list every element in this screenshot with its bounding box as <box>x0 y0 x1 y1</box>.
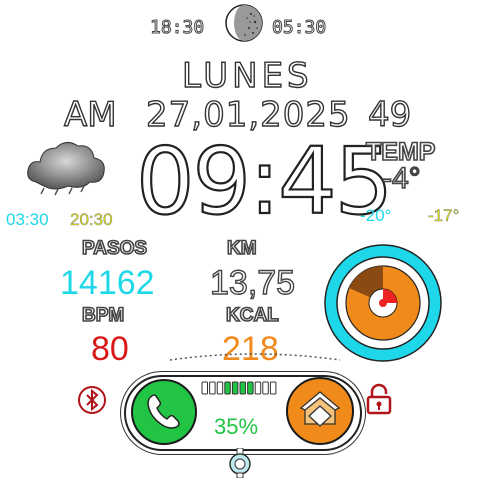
battery-segment <box>224 381 231 395</box>
sunset-time: 05:30 <box>271 17 327 39</box>
km-value: 13,75 <box>209 264 296 302</box>
app-launcher-button[interactable] <box>285 376 355 450</box>
battery-segment <box>254 381 262 395</box>
battery-percent: 35% <box>214 414 259 439</box>
bpm-value: 80 <box>91 330 129 368</box>
steps-value: 14162 <box>60 264 155 302</box>
divider-dots <box>169 352 341 372</box>
crown-icon[interactable] <box>228 447 252 482</box>
battery-segment <box>216 381 224 395</box>
lock-icon[interactable] <box>365 383 393 419</box>
battery-segment <box>262 381 269 395</box>
temp-high: -17° <box>428 206 460 226</box>
battery-segment <box>239 381 246 395</box>
phone-icon <box>147 394 180 429</box>
battery-bar <box>200 380 280 400</box>
battery-segment <box>209 381 216 395</box>
time-b: 20:30 <box>70 210 113 230</box>
temp-label: TEMP <box>365 137 436 167</box>
steps-label: PASOS <box>81 237 148 260</box>
moon-phase-icon <box>223 2 265 48</box>
phone-button[interactable] <box>130 378 198 450</box>
km-label: KM <box>226 237 257 260</box>
bpm-label: BPM <box>81 304 125 327</box>
kcal-value: 218 <box>222 330 279 368</box>
bluetooth-icon[interactable] <box>77 385 107 419</box>
cloud-icon <box>24 134 108 202</box>
clock-time: 09:45 <box>135 128 394 235</box>
app-launcher-icon <box>299 391 341 427</box>
temp-low: -20° <box>360 206 392 225</box>
battery-segment <box>201 381 208 395</box>
battery-segment <box>269 381 277 395</box>
am-pm-indicator: AM <box>63 94 117 135</box>
week-number: 49 <box>367 94 412 135</box>
activity-ring[interactable] <box>322 242 444 368</box>
battery-segment <box>247 381 254 395</box>
current-temp: -4° <box>381 161 421 196</box>
kcal-label: KCAL <box>225 304 279 327</box>
weekday: LUNES <box>181 55 313 96</box>
sunrise-time: 18:30 <box>149 17 205 39</box>
time-a: 03:30 <box>6 210 49 229</box>
battery-segment <box>231 381 239 395</box>
date: 27,01,2025 <box>145 94 351 135</box>
